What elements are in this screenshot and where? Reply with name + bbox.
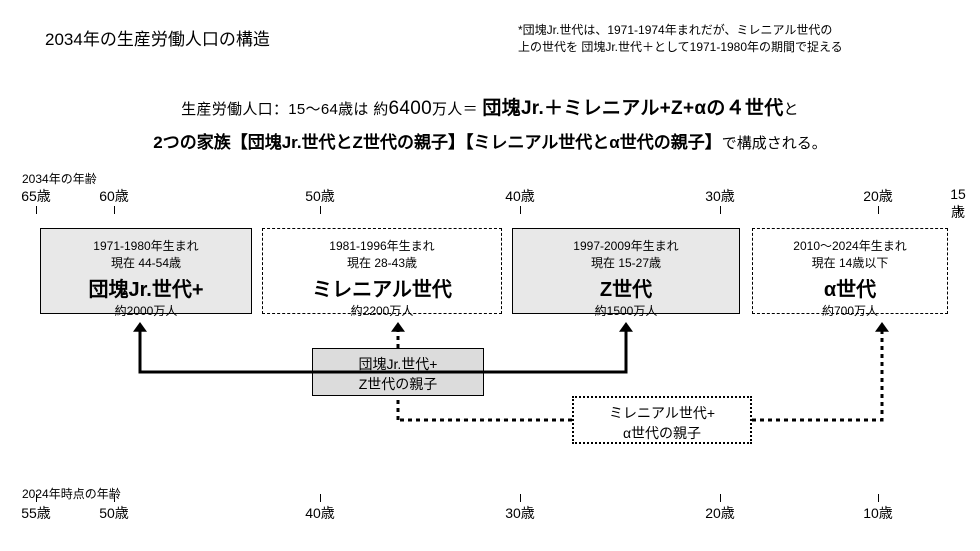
gen-now: 現在 28-43歳 (267, 254, 497, 271)
tick-bottom-label: 10歳 (863, 503, 893, 523)
tick-mark (878, 494, 879, 502)
intro-1e: と (784, 101, 799, 118)
arrowhead-solid (133, 322, 147, 332)
tick-bottom-label: 30歳 (505, 503, 535, 523)
generation-box: 1981-1996年生まれ現在 28-43歳ミレニアル世代約2200万人 (262, 228, 502, 314)
arrowhead-dotted (875, 322, 889, 332)
gen-born: 2010～2024年生まれ (757, 237, 943, 254)
gen-born: 1997-2009年生まれ (517, 237, 735, 254)
gen-born: 1981-1996年生まれ (267, 237, 497, 254)
tick-top-label: 50歳 (305, 186, 335, 206)
gen-born: 1971-1980年生まれ (45, 237, 247, 254)
axis-label-top: 2034年の年齢 (22, 170, 97, 187)
tick-mark (520, 494, 521, 502)
family-box: 団塊Jr.世代+Z世代の親子 (312, 348, 484, 396)
arrowhead-dotted (391, 322, 405, 332)
intro-2b: で構成される。 (722, 135, 827, 152)
gen-now: 現在 44-54歳 (45, 254, 247, 271)
intro-1a: 生産労働人口：15～64歳は 約 (181, 101, 388, 118)
intro-block: 生産労働人口：15～64歳は 約6400万人＝ 団塊Jr.＋ミレニアル+Z+αの… (0, 93, 980, 153)
footnote-line2: 上の世代を 団塊Jr.世代＋として1971-1980年の期間で捉える (518, 40, 843, 54)
tick-top-label: 15歳 (947, 186, 969, 222)
tick-top-label: 40歳 (505, 186, 535, 206)
family-line1: ミレニアル世代+ (584, 404, 740, 424)
family-box: ミレニアル世代+α世代の親子 (572, 396, 752, 444)
intro-1d: 団塊Jr.＋ミレニアル+Z+αの４世代 (482, 98, 783, 119)
gen-pop: 約700万人 (757, 302, 943, 319)
tick-mark (114, 494, 115, 502)
intro-1c: 万人＝ (432, 101, 482, 118)
title-text: 2034年の生産労働人口の構造 (45, 30, 270, 49)
tick-top-label: 20歳 (863, 186, 893, 206)
gen-now: 現在 14歳以下 (757, 254, 943, 271)
tick-bottom-label: 40歳 (305, 503, 335, 523)
tick-mark (520, 206, 521, 214)
tick-mark (114, 206, 115, 214)
arrowhead-solid (619, 322, 633, 332)
generation-box: 2010～2024年生まれ現在 14歳以下α世代約700万人 (752, 228, 948, 314)
intro-1b: 6400 (389, 98, 432, 119)
intro-line-2: 2つの家族【団塊Jr.世代とZ世代の親子】【ミレニアル世代とα世代の親子】で構成… (0, 128, 980, 153)
tick-mark (320, 206, 321, 214)
tick-mark (720, 206, 721, 214)
tick-mark (720, 494, 721, 502)
tick-bottom-label: 50歳 (99, 503, 129, 523)
gen-name: Z世代 (517, 273, 735, 302)
page-title: 2034年の生産労働人口の構造 (45, 25, 270, 50)
gen-pop: 約1500万人 (517, 302, 735, 319)
tick-mark (320, 494, 321, 502)
tick-bottom-label: 55歳 (21, 503, 51, 523)
tick-top-label: 65歳 (21, 186, 51, 206)
tick-top-label: 30歳 (705, 186, 735, 206)
family-line2: α世代の親子 (584, 424, 740, 444)
footnote: *団塊Jr.世代は、1971-1974年まれだが、ミレニアル世代の 上の世代を … (518, 22, 843, 56)
gen-name: ミレニアル世代 (267, 273, 497, 302)
generation-box: 1971-1980年生まれ現在 44-54歳団塊Jr.世代+約2000万人 (40, 228, 252, 314)
family-line1: 団塊Jr.世代+ (323, 355, 473, 375)
tick-mark (878, 206, 879, 214)
gen-pop: 約2000万人 (45, 302, 247, 319)
footnote-line1: *団塊Jr.世代は、1971-1974年まれだが、ミレニアル世代の (518, 23, 832, 37)
intro-line-1: 生産労働人口：15～64歳は 約6400万人＝ 団塊Jr.＋ミレニアル+Z+αの… (0, 93, 980, 120)
gen-now: 現在 15-27歳 (517, 254, 735, 271)
tick-top-label: 60歳 (99, 186, 129, 206)
generation-box: 1997-2009年生まれ現在 15-27歳Z世代約1500万人 (512, 228, 740, 314)
family-line2: Z世代の親子 (323, 375, 473, 395)
intro-2a: 2つの家族【団塊Jr.世代とZ世代の親子】【ミレニアル世代とα世代の親子】 (153, 133, 721, 152)
gen-name: α世代 (757, 273, 943, 302)
gen-name: 団塊Jr.世代+ (45, 273, 247, 302)
tick-bottom-label: 20歳 (705, 503, 735, 523)
tick-mark (958, 206, 959, 214)
tick-mark (36, 206, 37, 214)
gen-pop: 約2200万人 (267, 302, 497, 319)
tick-mark (36, 494, 37, 502)
